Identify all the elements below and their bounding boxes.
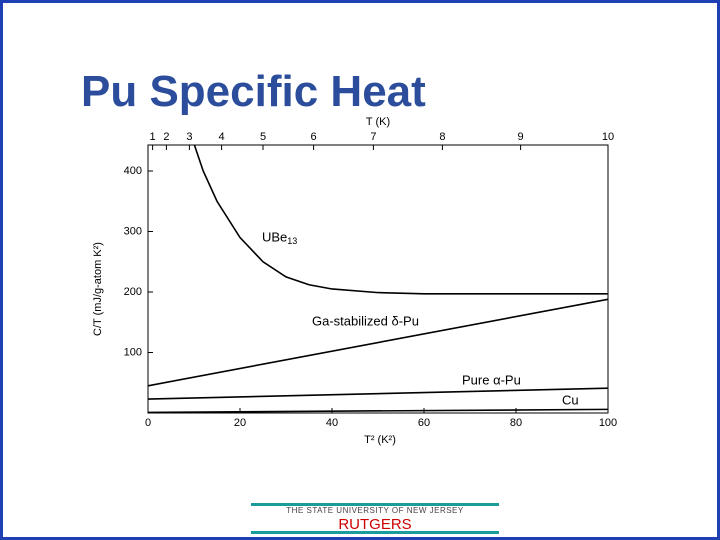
y-axis-label: C/T (mJ/g-atom K²) <box>92 242 104 336</box>
y-tick-label: 200 <box>124 286 142 298</box>
x2-tick-label: 7 <box>370 131 376 143</box>
plot-frame <box>147 144 609 414</box>
x-tick-label: 60 <box>418 417 430 429</box>
x2-axis-label: T (K) <box>366 116 390 128</box>
footer-name: RUTGERS <box>338 516 412 533</box>
series-label: Cu <box>562 392 579 407</box>
y-tick-label: 100 <box>124 346 142 358</box>
x-tick-label: 100 <box>599 417 617 429</box>
series-label: UBe13 <box>262 229 297 246</box>
x2-tick-label: 8 <box>439 131 445 143</box>
x2-tick-label: 3 <box>186 131 192 143</box>
x2-tick-label: 6 <box>311 131 317 143</box>
x2-tick-label: 5 <box>260 131 266 143</box>
footer-rule <box>251 503 499 506</box>
y-tick-label: 300 <box>124 225 142 237</box>
footer-rule <box>251 531 499 534</box>
x-tick-label: 40 <box>326 417 338 429</box>
series-line <box>148 298 608 387</box>
series-line <box>148 408 608 413</box>
x-tick-label: 20 <box>234 417 246 429</box>
x-axis-label: T² (K²) <box>364 434 396 446</box>
x2-tick-label: 9 <box>518 131 524 143</box>
y-tick-label: 400 <box>124 165 142 177</box>
x2-tick-label: 10 <box>602 131 614 143</box>
series-label: Ga-stabilized δ-Pu <box>312 313 419 328</box>
series-line <box>148 387 608 400</box>
x2-tick-label: 1 <box>150 131 156 143</box>
plot-clip-group <box>148 145 608 413</box>
slide-title: Pu Specific Heat <box>81 67 426 116</box>
x2-tick-label: 2 <box>163 131 169 143</box>
x-tick-label: 0 <box>145 417 151 429</box>
series-label: Pure α-Pu <box>462 372 521 387</box>
x2-tick-label: 4 <box>219 131 225 143</box>
series-line <box>193 145 608 295</box>
footer-university: THE STATE UNIVERSITY OF NEW JERSEY <box>286 506 464 515</box>
x-tick-label: 80 <box>510 417 522 429</box>
